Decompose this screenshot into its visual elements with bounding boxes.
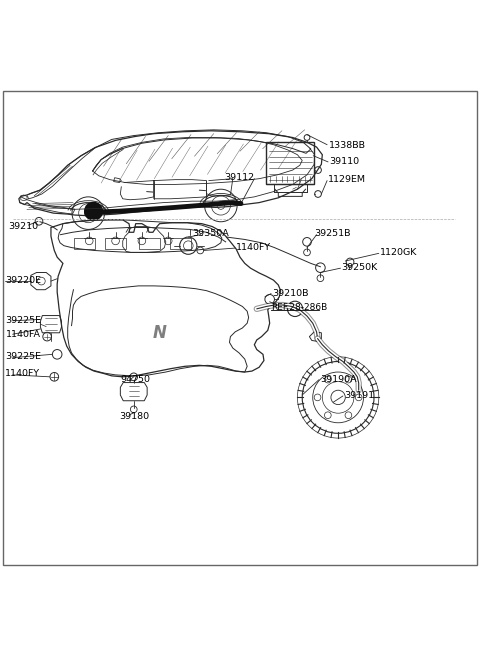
- Text: 1140FY: 1140FY: [236, 243, 271, 252]
- Text: 1140FA: 1140FA: [5, 330, 40, 338]
- Text: 39180: 39180: [120, 412, 149, 421]
- Text: 1140FY: 1140FY: [4, 369, 40, 378]
- Text: 39210B: 39210B: [273, 289, 309, 298]
- Text: 39190A: 39190A: [321, 375, 357, 384]
- Text: 39251B: 39251B: [314, 229, 351, 237]
- Text: 39250K: 39250K: [341, 263, 378, 272]
- Text: 39350A: 39350A: [192, 229, 229, 238]
- Text: 94750: 94750: [120, 375, 150, 384]
- Text: N: N: [153, 324, 167, 342]
- Text: 1338BB: 1338BB: [328, 140, 366, 150]
- Text: 39210: 39210: [8, 222, 38, 231]
- Text: 39225E: 39225E: [5, 316, 41, 325]
- Text: 39112: 39112: [225, 173, 255, 182]
- Text: 1129EM: 1129EM: [328, 175, 366, 184]
- Text: 39225E: 39225E: [5, 352, 41, 361]
- Text: 39110: 39110: [329, 157, 359, 166]
- Text: REF.28-286B: REF.28-286B: [271, 303, 327, 312]
- Text: 39220E: 39220E: [5, 276, 41, 285]
- Text: 1120GK: 1120GK: [380, 248, 417, 257]
- Circle shape: [84, 201, 103, 221]
- Text: 39191: 39191: [344, 390, 374, 400]
